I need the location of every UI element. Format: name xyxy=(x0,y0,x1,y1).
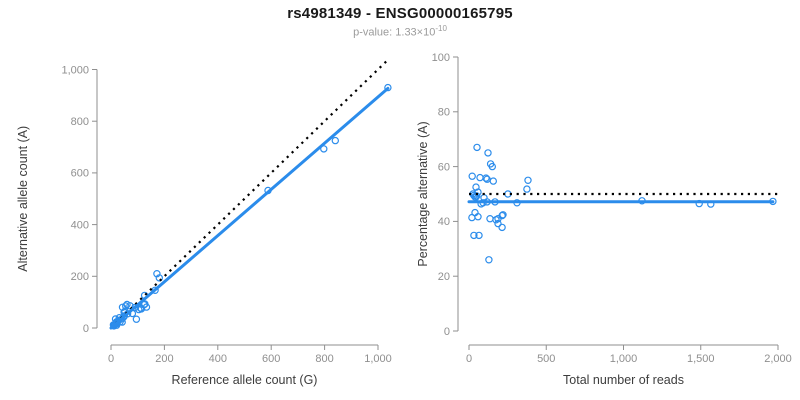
data-point xyxy=(485,256,493,264)
x-tick-label: 600 xyxy=(262,353,280,365)
y-tick-label: 20 xyxy=(438,271,450,283)
left-plot: 0 200 400 600 800 1,000 0 200 400 600 800 1,000 Refe… xyxy=(16,57,392,387)
data-point xyxy=(331,136,339,145)
y-tick-label: 100 xyxy=(432,52,450,64)
x-tick-label: 1,500 xyxy=(687,353,715,365)
data-point xyxy=(473,192,481,200)
data-point xyxy=(468,213,476,222)
data-point xyxy=(523,185,531,193)
scatter-points xyxy=(468,143,777,264)
y-tick-label: 200 xyxy=(71,271,89,283)
data-point xyxy=(468,172,476,180)
data-point xyxy=(151,286,159,294)
data-point xyxy=(473,143,481,152)
y-tick-label: 80 xyxy=(438,107,450,119)
y-tick-label: 40 xyxy=(438,216,450,228)
data-point xyxy=(126,302,134,310)
data-point xyxy=(482,174,490,182)
p-value-text: p-value: 1.33×10 xyxy=(353,26,436,39)
data-point xyxy=(475,231,483,240)
x-tick-label: 0 xyxy=(466,353,472,365)
y-tick-label: 60 xyxy=(438,161,450,173)
y-tick-label: 400 xyxy=(71,219,89,231)
figure-header: rs4981349 - ENSG00000165795 p-value: 1.3… xyxy=(0,5,800,39)
data-point xyxy=(155,274,163,282)
data-point xyxy=(488,162,496,171)
x-tick-label: 200 xyxy=(155,353,173,365)
fit-line xyxy=(109,86,390,330)
x-tick-label: 0 xyxy=(108,353,114,365)
y-axis-title: Percentage alternative (A) xyxy=(416,121,430,266)
y-tick-label: 0 xyxy=(83,323,89,335)
data-point xyxy=(470,191,478,200)
x-tick-label: 1,000 xyxy=(610,353,638,365)
x-tick-label: 400 xyxy=(209,353,227,365)
x-tick-label: 2,000 xyxy=(764,353,792,365)
data-point xyxy=(499,211,507,219)
x-tick-label: 800 xyxy=(315,353,333,365)
data-point xyxy=(476,173,484,182)
data-point xyxy=(486,214,494,223)
p-value-exponent: -10 xyxy=(435,24,447,33)
right-plot: 0 20 40 60 80 100 0 500 1,000 1,500 2,000 Total num… xyxy=(416,52,792,387)
data-point xyxy=(498,211,506,220)
x-tick-label: 500 xyxy=(537,353,555,365)
x-axis-title: Total number of reads xyxy=(563,373,684,387)
y-tick-label: 800 xyxy=(71,116,89,128)
data-point xyxy=(484,149,492,157)
data-point xyxy=(498,223,506,232)
y-tick-label: 0 xyxy=(444,326,450,338)
x-axis-title: Reference allele count (G) xyxy=(172,373,318,387)
x-tick-label: 1,000 xyxy=(364,353,392,365)
data-point xyxy=(132,315,141,323)
data-point xyxy=(524,176,532,184)
data-point xyxy=(470,231,478,240)
y-axis-title: Alternative allele count (A) xyxy=(16,126,30,272)
data-point xyxy=(494,219,502,228)
data-point xyxy=(142,303,151,311)
data-point xyxy=(384,83,392,92)
p-value-subtitle: p-value: 1.33×10-10 xyxy=(0,24,800,39)
figure-title: rs4981349 - ENSG00000165795 xyxy=(287,5,513,22)
data-point xyxy=(489,177,497,185)
y-tick-label: 1,000 xyxy=(61,64,89,76)
y-tick-label: 600 xyxy=(71,168,89,180)
